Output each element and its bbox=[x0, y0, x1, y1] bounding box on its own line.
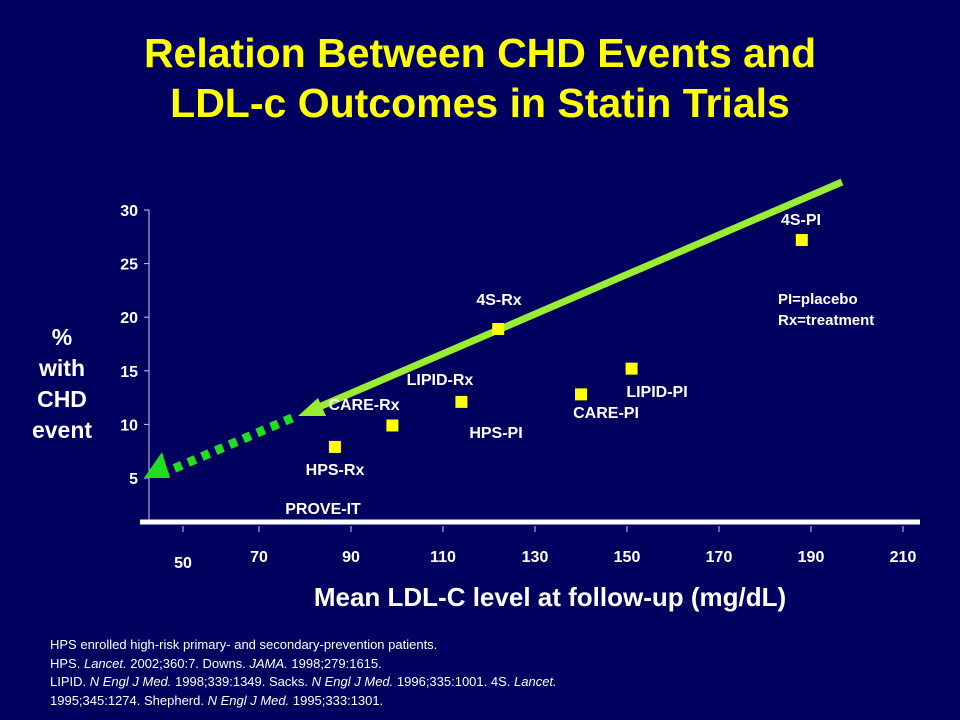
point-label: CARE-PI bbox=[573, 405, 639, 422]
point-label: LIPID-Rx bbox=[407, 372, 474, 389]
y-label-line: % bbox=[51, 324, 73, 350]
x-tick-label: 190 bbox=[798, 549, 825, 566]
footnote-line: HPS. Lancet. 2002;360:7. Downs. JAMA. 19… bbox=[50, 655, 557, 674]
t: 1998;279:1615. bbox=[287, 655, 382, 671]
x-tick-label: 210 bbox=[890, 549, 917, 566]
x-tick-label: 70 bbox=[250, 549, 268, 566]
title-line-2: LDL-c Outcomes in Statin Trials bbox=[170, 80, 790, 126]
journal: Lancet. bbox=[514, 674, 557, 689]
point-label: 4S-PI bbox=[781, 212, 821, 229]
footnote-line: LIPID. N Engl J Med. 1998;339:1349. Sack… bbox=[50, 673, 557, 692]
x-tick-label: 50 bbox=[174, 555, 192, 572]
legend-note: PI=placebo Rx=treatment bbox=[778, 289, 874, 331]
point-label: HPS-PI bbox=[469, 425, 522, 442]
t: 1998;339:1349. Sacks. bbox=[171, 674, 312, 689]
x-tick-label: 130 bbox=[522, 549, 549, 566]
y-tick-label: 20 bbox=[120, 310, 138, 327]
point-label: PROVE-IT bbox=[285, 501, 361, 518]
journal: JAMA. bbox=[249, 655, 288, 671]
point-label: CARE-Rx bbox=[328, 397, 399, 414]
data-point bbox=[328, 440, 341, 453]
journal: N Engl J Med. bbox=[311, 674, 394, 689]
legend-line: PI=placebo bbox=[778, 291, 858, 308]
title-line-1: Relation Between CHD Events and bbox=[143, 30, 817, 76]
data-point bbox=[575, 388, 587, 401]
data-point bbox=[386, 419, 399, 432]
t: 1995;345:1274. Shepherd. bbox=[50, 692, 208, 708]
y-tick-label: 30 bbox=[120, 203, 138, 220]
data-point bbox=[492, 322, 505, 335]
y-label-line: CHD bbox=[37, 386, 87, 412]
footnotes: HPS enrolled high-risk primary- and seco… bbox=[50, 636, 557, 710]
journal: Lancet. bbox=[83, 655, 127, 671]
data-point bbox=[625, 362, 638, 375]
extrapolation-arrowhead bbox=[144, 452, 170, 478]
y-axis-label: % with CHD event bbox=[20, 322, 104, 446]
journal: N Engl J Med. bbox=[89, 674, 172, 689]
y-tick-label: 5 bbox=[129, 471, 138, 488]
t: 2002;360:7. Downs. bbox=[126, 655, 250, 671]
y-label-line: with bbox=[39, 355, 85, 381]
x-tick-label: 150 bbox=[614, 549, 641, 566]
slide-title: Relation Between CHD Events and LDL-c Ou… bbox=[0, 28, 960, 128]
x-tick-label: 110 bbox=[430, 549, 456, 566]
y-tick-label: 15 bbox=[120, 364, 138, 381]
t: HPS. bbox=[50, 655, 84, 671]
point-label: HPS-Rx bbox=[306, 462, 365, 479]
trend-arrowhead bbox=[298, 398, 326, 416]
x-axis-label: Mean LDL-C level at follow-up (mg/dL) bbox=[313, 582, 787, 612]
x-tick-label: 170 bbox=[706, 549, 733, 566]
t: LIPID. bbox=[50, 674, 90, 689]
footnote-line: 1995;345:1274. Shepherd. N Engl J Med. 1… bbox=[50, 692, 557, 711]
point-label: 4S-Rx bbox=[476, 292, 521, 309]
data-point bbox=[795, 234, 808, 247]
data-point bbox=[455, 395, 468, 408]
legend-line: Rx=treatment bbox=[778, 312, 875, 329]
y-label-line: event bbox=[31, 417, 93, 443]
x-tick-label: 90 bbox=[342, 549, 360, 566]
y-tick-label: 25 bbox=[120, 257, 138, 274]
y-tick-label: 10 bbox=[120, 417, 138, 434]
journal: N Engl J Med. bbox=[207, 692, 290, 708]
t: 1996;335:1001. 4S. bbox=[393, 674, 514, 689]
point-label: LIPID-PI bbox=[626, 384, 687, 401]
t: 1995;333:1301. bbox=[289, 692, 384, 708]
footnote-line: HPS enrolled high-risk primary- and seco… bbox=[50, 637, 438, 652]
extrapolation-line bbox=[164, 413, 294, 477]
trend-line bbox=[310, 178, 844, 414]
